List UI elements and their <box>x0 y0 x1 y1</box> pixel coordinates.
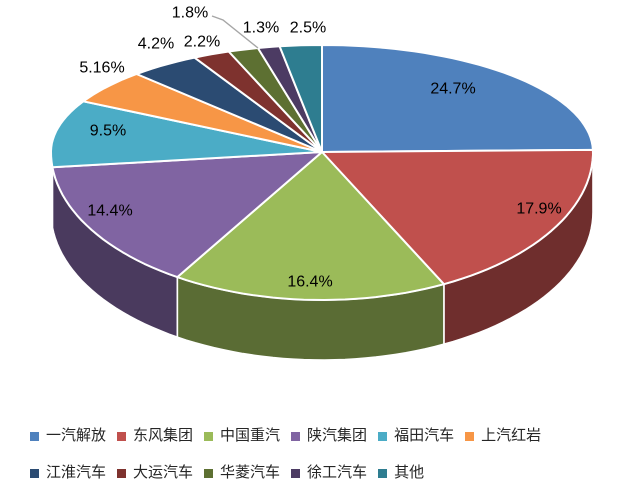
pie-slice-0 <box>321 44 594 153</box>
legend-label: 江淮汽车 <box>46 464 107 481</box>
legend-swatch-icon <box>291 468 301 478</box>
legend-item-8: 华菱汽车 <box>204 461 280 485</box>
pie-label-1: 17.9% <box>516 201 561 218</box>
legend-item-6: 江淮汽车 <box>30 461 106 485</box>
legend-swatch-icon <box>378 431 388 441</box>
legend-swatch-icon <box>117 468 127 478</box>
pie-slice-2 <box>176 151 445 301</box>
pie-slice-3 <box>51 151 323 279</box>
pie-label-2: 16.4% <box>287 274 332 291</box>
legend-label: 中国重汽 <box>220 427 281 444</box>
pie-label-0: 24.7% <box>430 81 475 98</box>
legend-swatch-icon <box>117 431 127 441</box>
pie-label-6: 4.2% <box>138 36 174 53</box>
pie-label-7: 2.2% <box>184 34 220 51</box>
pie-tops-group <box>50 44 594 301</box>
chart-legend: 一汽解放 东风集团 中国重汽 陕汽集团 福田汽车 上汽红岩 江淮汽车 大运汽车 华菱汽车 徐工汽… <box>30 424 630 497</box>
pie-label-8: 1.8% <box>172 5 208 22</box>
pie-label-9: 1.3% <box>243 20 279 37</box>
legend-label: 华菱汽车 <box>220 464 281 481</box>
pie-label-leader-line-8 <box>211 15 259 49</box>
pie-slice-6 <box>135 56 323 153</box>
legend-swatch-icon <box>204 468 214 478</box>
legend-item-3: 陕汽集团 <box>291 424 367 448</box>
legend-label: 陕汽集团 <box>307 427 368 444</box>
legend-swatch-icon <box>291 431 301 441</box>
legend-item-0: 一汽解放 <box>30 424 106 448</box>
pie-slice-5 <box>82 73 323 153</box>
pie-slice-4 <box>50 100 323 169</box>
pie-labels-group: 24.7% 17.9% 16.4% 14.4% 9.5% 5.16% 4.2% 2.2% 1.8… <box>79 5 561 291</box>
legend-swatch-icon <box>465 431 475 441</box>
legend-label: 一汽解放 <box>46 427 107 444</box>
pie-label-4: 9.5% <box>90 123 126 140</box>
legend-item-4: 福田汽车 <box>378 424 454 448</box>
legend-item-9: 徐工汽车 <box>291 461 367 485</box>
legend-label: 上汽红岩 <box>481 427 542 444</box>
legend-row-2: 江淮汽车 大运汽车 华菱汽车 徐工汽车 其他 <box>30 461 630 485</box>
pie-label-3: 14.4% <box>87 203 132 220</box>
legend-label: 其他 <box>394 464 425 481</box>
legend-swatch-icon <box>204 431 214 441</box>
pie-label-5: 5.16% <box>79 60 124 77</box>
legend-item-7: 大运汽车 <box>117 461 193 485</box>
legend-item-2: 中国重汽 <box>204 424 280 448</box>
legend-item-10: 其他 <box>378 461 424 485</box>
legend-label: 徐工汽车 <box>307 464 368 481</box>
legend-swatch-icon <box>30 431 39 441</box>
legend-label: 东风集团 <box>133 427 194 444</box>
legend-swatch-icon <box>378 468 388 478</box>
pie-slice-1 <box>321 148 594 286</box>
legend-label: 福田汽车 <box>394 427 455 444</box>
pie-slice-10 <box>278 44 323 153</box>
legend-item-1: 东风集团 <box>117 424 193 448</box>
legend-row-1: 一汽解放 东风集团 中国重汽 陕汽集团 福田汽车 上汽红岩 <box>30 424 630 448</box>
pie-label-10: 2.5% <box>290 20 326 37</box>
legend-swatch-icon <box>30 468 39 478</box>
legend-item-5: 上汽红岩 <box>465 424 541 448</box>
pie-chart-svg: 24.7% 17.9% 16.4% 14.4% 9.5% 5.16% 4.2% 2.2% 1.8… <box>50 5 594 361</box>
legend-label: 大运汽车 <box>133 464 194 481</box>
